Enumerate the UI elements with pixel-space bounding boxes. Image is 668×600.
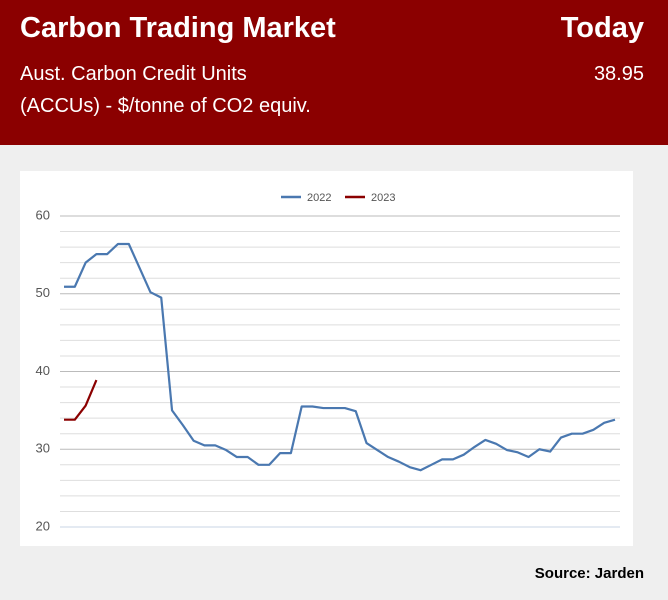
header: Carbon Trading Market Today Aust. Carbon… — [0, 0, 668, 145]
y-tick-label: 40 — [36, 363, 50, 378]
subtitle: (ACCUs) - $/tonne of CO2 equiv. — [20, 95, 311, 117]
y-tick-label: 50 — [36, 285, 50, 300]
line-series — [64, 242, 616, 472]
source: Source: Jarden — [534, 565, 644, 582]
y-tick-label: 60 — [36, 207, 50, 222]
legend-label: 2023 — [371, 192, 395, 204]
today-label: Today — [560, 12, 644, 44]
today-value: 38.95 — [593, 63, 644, 85]
title: Carbon Trading Market — [20, 12, 336, 44]
chart-panel — [20, 171, 633, 546]
legend-label: 2022 — [307, 192, 331, 204]
y-tick-label: 30 — [36, 441, 50, 456]
line-series — [64, 379, 98, 421]
y-tick-label: 20 — [36, 518, 50, 533]
subtitle: Aust. Carbon Credit Units — [20, 63, 247, 85]
